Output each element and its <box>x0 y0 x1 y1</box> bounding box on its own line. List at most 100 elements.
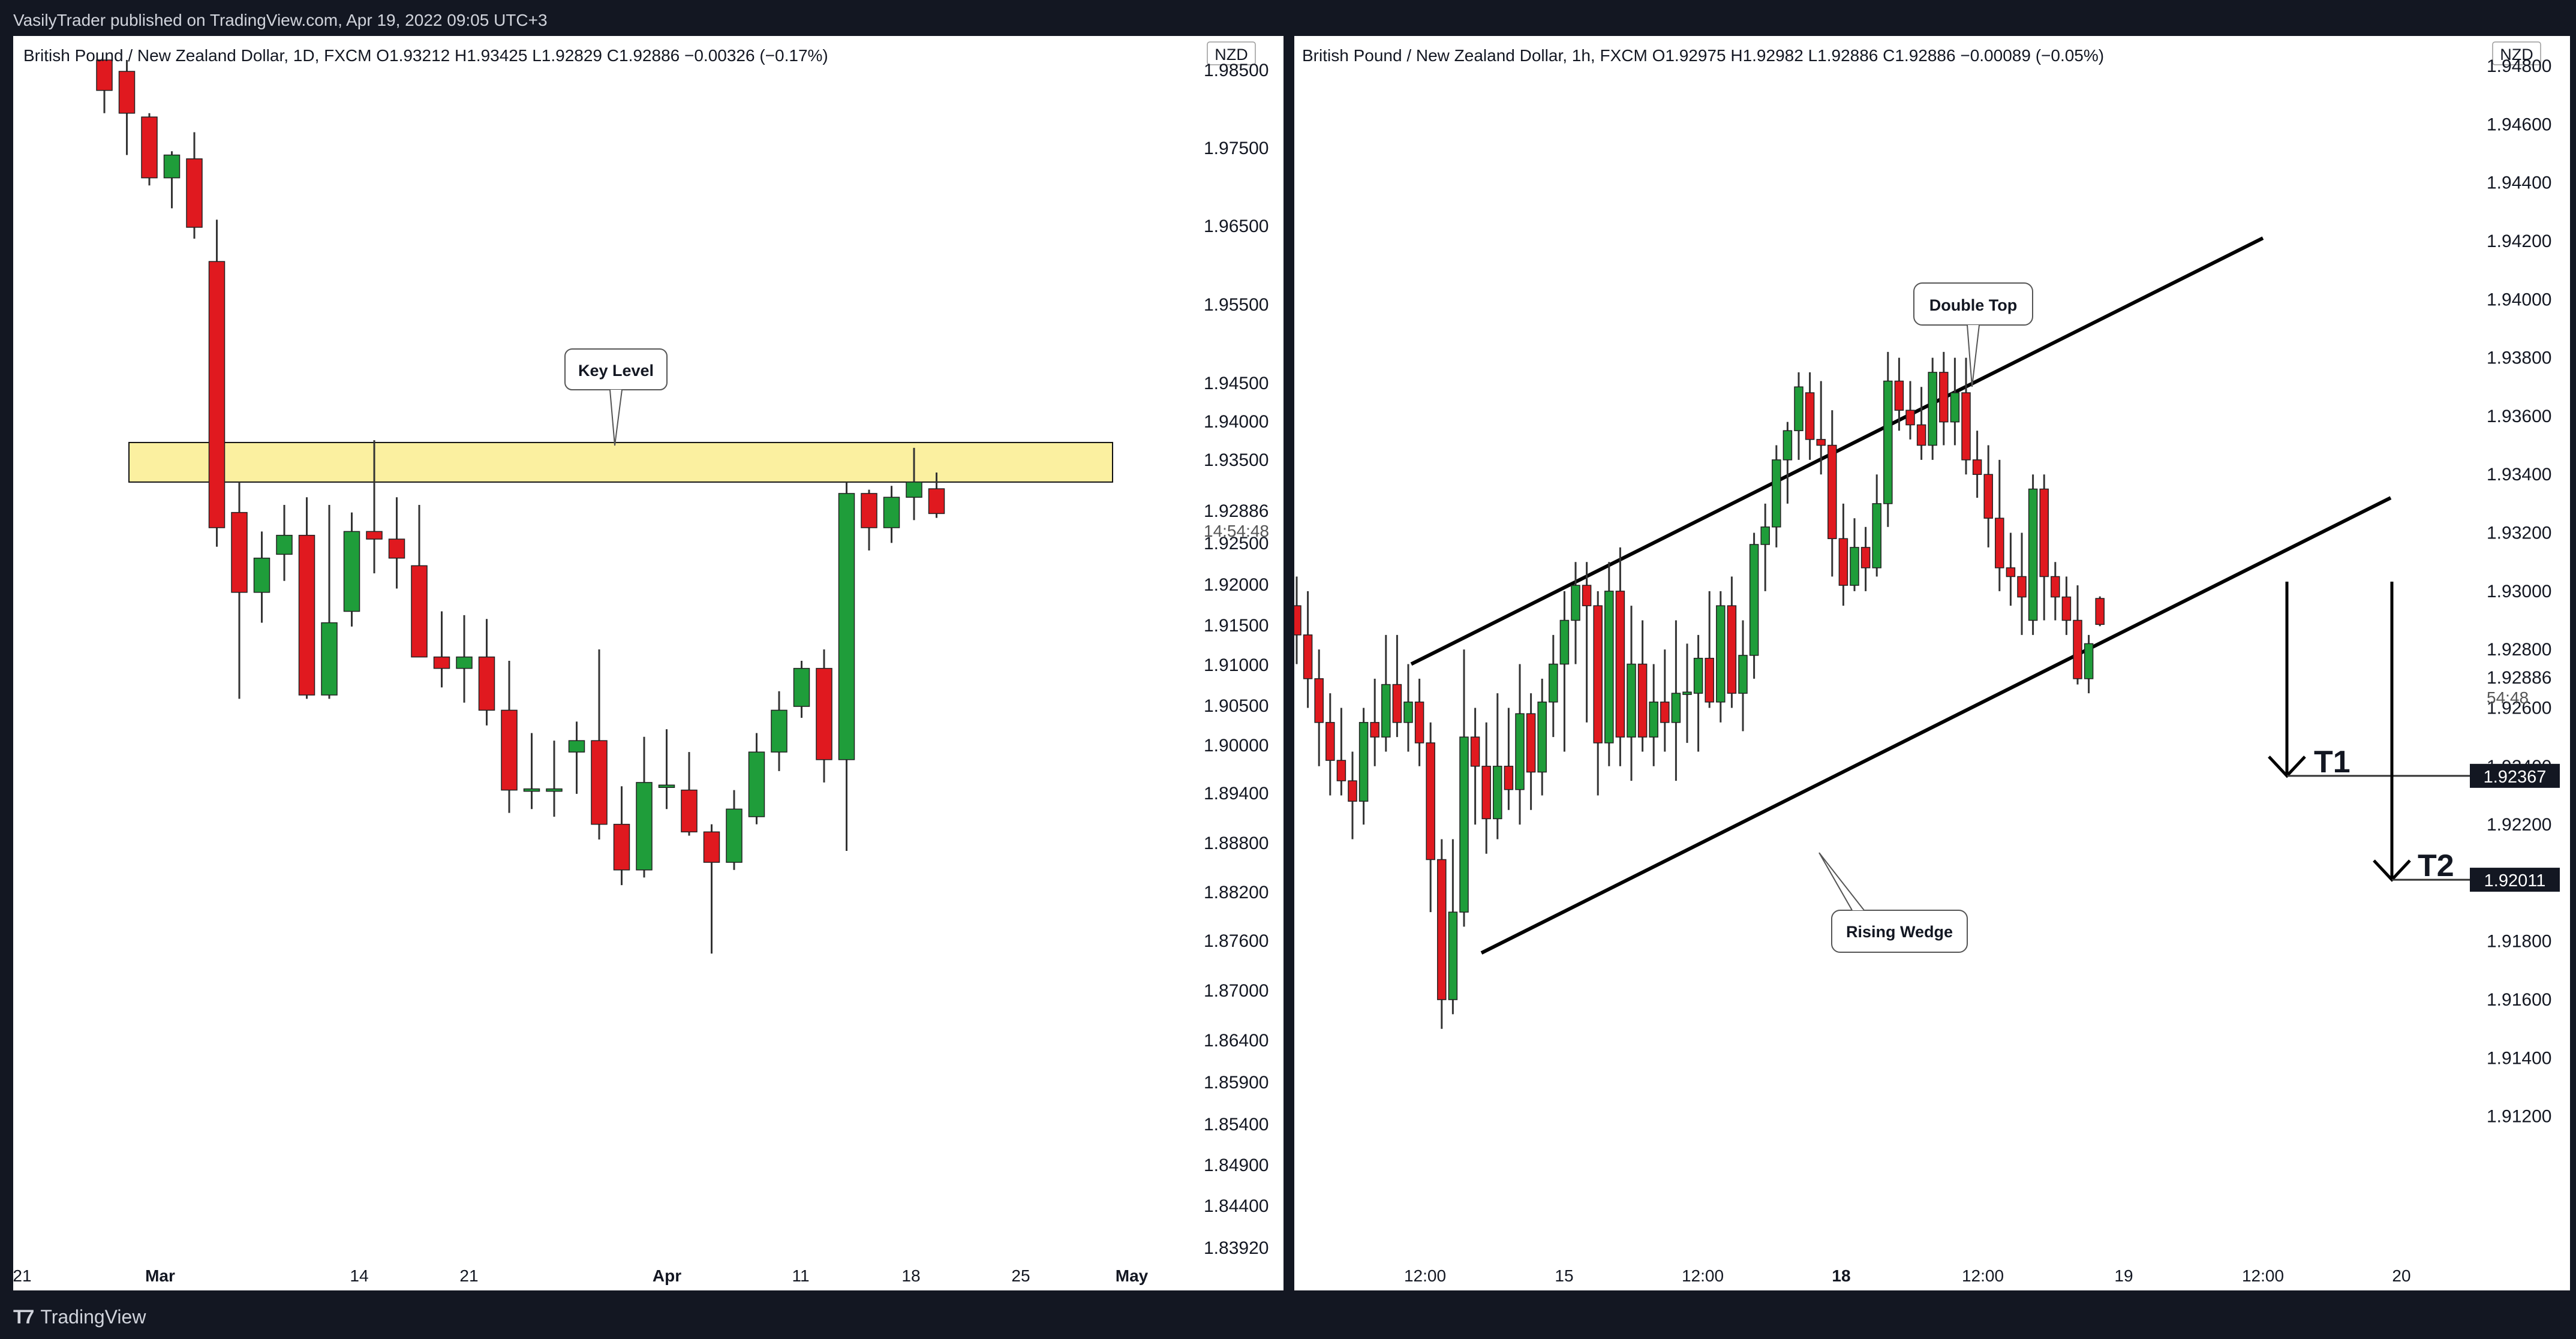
y-tick-label: 1.91500 <box>1204 616 1269 636</box>
y-tick-label: 1.93000 <box>2487 582 2551 601</box>
candle-down <box>1827 444 1837 540</box>
candle-down <box>1370 722 1379 738</box>
candle-down <box>861 493 877 528</box>
candle-down <box>1637 663 1648 738</box>
candle-down <box>231 511 248 593</box>
candle-down <box>613 823 630 871</box>
candle-down <box>1972 459 1982 475</box>
currency-label: NZD <box>1215 46 1248 64</box>
candle-up <box>1693 658 1703 694</box>
candle-down <box>1325 722 1335 761</box>
candle-up <box>748 751 765 817</box>
candle-up <box>2028 488 2038 621</box>
y-tick-label: 1.90500 <box>1204 696 1269 716</box>
candle-up <box>1403 701 1413 723</box>
callout-pointer <box>1818 852 1865 911</box>
candle-down <box>96 59 113 91</box>
candle-up <box>163 154 181 179</box>
y-tick-label: 1.92200 <box>2487 815 2551 835</box>
wedge-lower-line <box>1480 496 2392 955</box>
candle-down <box>1705 658 1714 703</box>
candle-up <box>546 788 563 792</box>
callout-key-level: Key Level <box>578 362 654 380</box>
y-tick-label: 1.95500 <box>1204 295 1269 315</box>
target-t2-label: T2 <box>2418 848 2454 883</box>
y-tick-label: 1.87600 <box>1204 931 1269 951</box>
candle-up <box>838 493 855 760</box>
hourly-chart[interactable]: Double Top Rising Wedge T1 T2 British Pound … <box>1292 36 2570 1290</box>
chart-header: British Pound / New Zealand Dollar, 1h, … <box>1302 46 2104 65</box>
y-tick-label: 1.94600 <box>2487 115 2551 134</box>
candle-down <box>1860 547 1871 568</box>
candle-down <box>1983 474 1993 519</box>
candle-down <box>816 667 832 760</box>
y-tick-label: 1.92600 <box>2487 698 2551 718</box>
candle-up <box>883 497 900 528</box>
candle-down <box>1838 538 1848 586</box>
y-tick-label: 1.93600 <box>2487 407 2551 426</box>
daily-chart[interactable]: Key Level British Pound / New Zealand Dol… <box>13 36 1284 1290</box>
candle-up <box>1772 459 1781 528</box>
x-tick-label: 14 <box>350 1266 368 1285</box>
candle-down <box>1593 605 1603 744</box>
x-tick-label: 19 <box>2114 1266 2133 1285</box>
tradingview-logo-icon: T7 <box>13 1306 34 1328</box>
candle-down <box>2095 598 2105 625</box>
candle-down <box>2061 596 2072 621</box>
candle-down <box>298 534 315 696</box>
target-price-tag <box>2470 868 2560 892</box>
y-tick-label: 1.94200 <box>2487 231 2551 251</box>
candle-down <box>1303 634 1313 679</box>
y-tick-label: 1.83920 <box>1204 1238 1269 1258</box>
tradingview-brand[interactable]: T7 TradingView <box>13 1306 146 1328</box>
candle-down <box>1916 424 1926 446</box>
candle-down <box>1905 410 1915 426</box>
y-tick-label: 1.94400 <box>2487 173 2551 193</box>
candle-up <box>906 482 922 498</box>
currency-badge <box>1207 41 1256 65</box>
candle-down <box>186 158 203 228</box>
candle-up <box>1381 684 1391 738</box>
candle-down <box>591 740 608 825</box>
candle-up <box>1716 605 1726 703</box>
candle-down <box>1615 591 1625 738</box>
callout-pointer <box>1967 324 1980 387</box>
daily-chart-panel[interactable]: Key Level British Pound / New Zealand Dol… <box>13 36 1284 1290</box>
candle-up <box>636 782 653 871</box>
y-tick-label: 1.92000 <box>1204 575 1269 595</box>
wedge-upper-line <box>1410 236 2264 666</box>
candle-down <box>1727 605 1737 694</box>
callout-box <box>1831 910 1968 953</box>
x-tick-label: 12:00 <box>2242 1266 2284 1285</box>
currency-badge <box>2492 41 2541 65</box>
candle-down <box>928 488 945 514</box>
y-tick-label: 1.96500 <box>1204 216 1269 236</box>
candle-down <box>2039 488 2049 577</box>
candle-up <box>1738 655 1748 694</box>
target-t1-label: T1 <box>2314 745 2350 780</box>
candle-up <box>1682 691 1692 695</box>
candle-down <box>433 656 450 669</box>
candle-down <box>1414 701 1424 744</box>
candle-down <box>501 709 518 791</box>
candle-down <box>1437 859 1447 1000</box>
y-tick-label: 1.84900 <box>1204 1156 1269 1175</box>
candle-down <box>1526 713 1536 773</box>
candle-down <box>1961 392 1971 461</box>
x-tick-label: 21 <box>459 1266 478 1285</box>
hourly-chart-panel[interactable]: Double Top Rising Wedge T1 T2 British Pound … <box>1292 36 2570 1290</box>
x-tick-label: 21 <box>13 1266 32 1285</box>
candle-up <box>793 667 810 707</box>
y-tick-label: 1.90000 <box>1204 736 1269 756</box>
candle-down <box>1392 684 1402 723</box>
y-tick-label: 1.93500 <box>1204 450 1269 470</box>
candle-down <box>1939 372 1949 423</box>
y-tick-label: 1.93400 <box>2487 465 2551 485</box>
candle-up <box>1358 722 1369 802</box>
y-tick-label: 1.89400 <box>1204 784 1269 804</box>
candle-down <box>141 116 158 179</box>
y-tick-label: 1.84400 <box>1204 1196 1269 1216</box>
candle-up <box>321 622 338 696</box>
y-tick-label: 1.94000 <box>2487 290 2551 309</box>
candle-up <box>1559 619 1570 665</box>
